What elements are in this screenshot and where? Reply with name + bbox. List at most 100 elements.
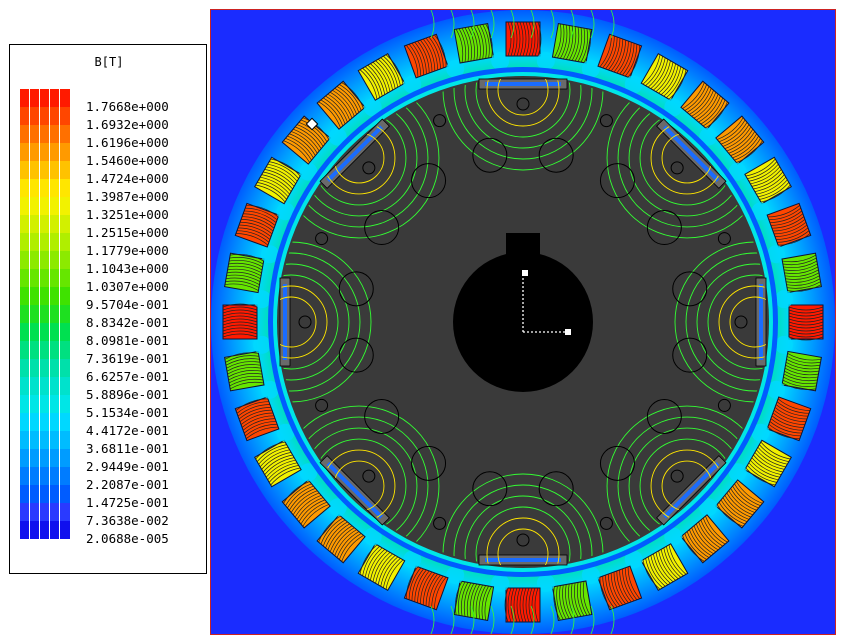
stator-slot [453,580,495,621]
flux-line [464,78,582,149]
rotor-hole [599,445,635,481]
rotor-small-hole [599,114,613,128]
flux-line [707,274,767,370]
rotor-hole [672,337,708,373]
rotor-hole [338,271,374,307]
stator-slot [597,33,643,79]
rotor-hole [364,398,400,434]
stator-slot [357,53,406,101]
legend-value: 1.4724e+000 [86,171,169,186]
stator-tooth [775,335,794,354]
rotor-hole [672,271,708,307]
legend-swatch [20,215,70,233]
flux-line [453,78,593,160]
legend-swatch [20,161,70,179]
stator-slot [640,543,689,591]
stator-slot [766,396,812,442]
legend-value: 6.6257e-001 [86,369,169,384]
stator-tooth [767,380,786,399]
flux-line [718,285,767,359]
stator-slot [254,156,302,205]
stator-slot [597,565,643,611]
stator-tooth [491,51,510,70]
stator-slot [551,23,593,64]
flux-line [279,274,339,370]
flux-line [486,78,560,127]
stator-slot [680,80,730,130]
legend-swatch [20,449,70,467]
stator-slot [403,33,449,79]
legend-swatch [20,287,70,305]
flux-line [464,495,582,566]
flux-line [606,78,767,239]
legend-swatch [20,251,70,269]
rotor-small-hole [315,398,329,412]
flux-line [570,10,575,39]
stator-tooth [403,550,422,569]
rotor-small-hole [362,469,376,483]
stator-slot [505,21,542,57]
flux-line [696,263,767,381]
flux-line [453,484,593,566]
flux-line [606,405,767,566]
flux-line [470,10,475,39]
stator-slot [403,565,449,611]
legend-value: 8.8342e-001 [86,315,169,330]
flux-line [470,605,475,634]
rotor-small-hole [734,315,748,329]
stator-tooth [328,127,347,146]
legend-title: B[T] [94,55,124,69]
stator-tooth [624,550,643,569]
legend-value: 1.1779e+000 [86,243,169,258]
flux-line [279,78,440,239]
rotor-small-hole [433,516,447,530]
flux-line [729,296,767,348]
flux-line [279,405,440,566]
legend-value: 7.3638e-002 [86,513,169,528]
flux-line [497,528,549,566]
flux-line [590,10,595,39]
flux-line [486,517,560,566]
stator-slot [281,115,331,165]
rotor-small-hole [670,161,684,175]
rotor-small-hole [315,232,329,246]
legend-value: 9.5704e-001 [86,297,169,312]
rotor-small-hole [298,315,312,329]
stator-slot [222,303,258,340]
stator-slot [781,252,822,294]
stator-tooth [775,290,794,309]
stator-tooth [299,162,318,181]
motor-cross-section [211,10,835,634]
rotor-hole [411,163,447,199]
flux-line [279,252,361,392]
legend-value: 1.0307e+000 [86,279,169,294]
legend-swatch [20,143,70,161]
stator-tooth [363,527,382,546]
stator-slot [316,80,366,130]
stator-tooth [260,245,279,264]
stator-tooth [751,202,770,221]
legend-swatch [20,179,70,197]
stator-tooth [446,59,465,78]
rotor-magnet [478,78,568,90]
legend-value: 5.1534e-001 [86,405,169,420]
flux-line [570,605,575,634]
flux-line [685,252,767,392]
legend-swatch [20,197,70,215]
flux-line [279,296,317,348]
rotor-small-hole [516,533,530,547]
legend-value: 1.5460e+000 [86,153,169,168]
stator-slot [680,514,730,564]
legend-value: 1.3987e+000 [86,189,169,204]
legend-swatch [20,467,70,485]
flux-line [450,605,455,634]
legend-value: 2.0688e-005 [86,531,169,546]
stator-tooth [624,75,643,94]
flux-line [510,605,515,634]
legend-swatch [20,269,70,287]
legend-swatch [20,323,70,341]
flux-line [430,10,435,39]
stator-slot [640,53,689,101]
legend-swatch [20,485,70,503]
rotor-small-hole [717,232,731,246]
